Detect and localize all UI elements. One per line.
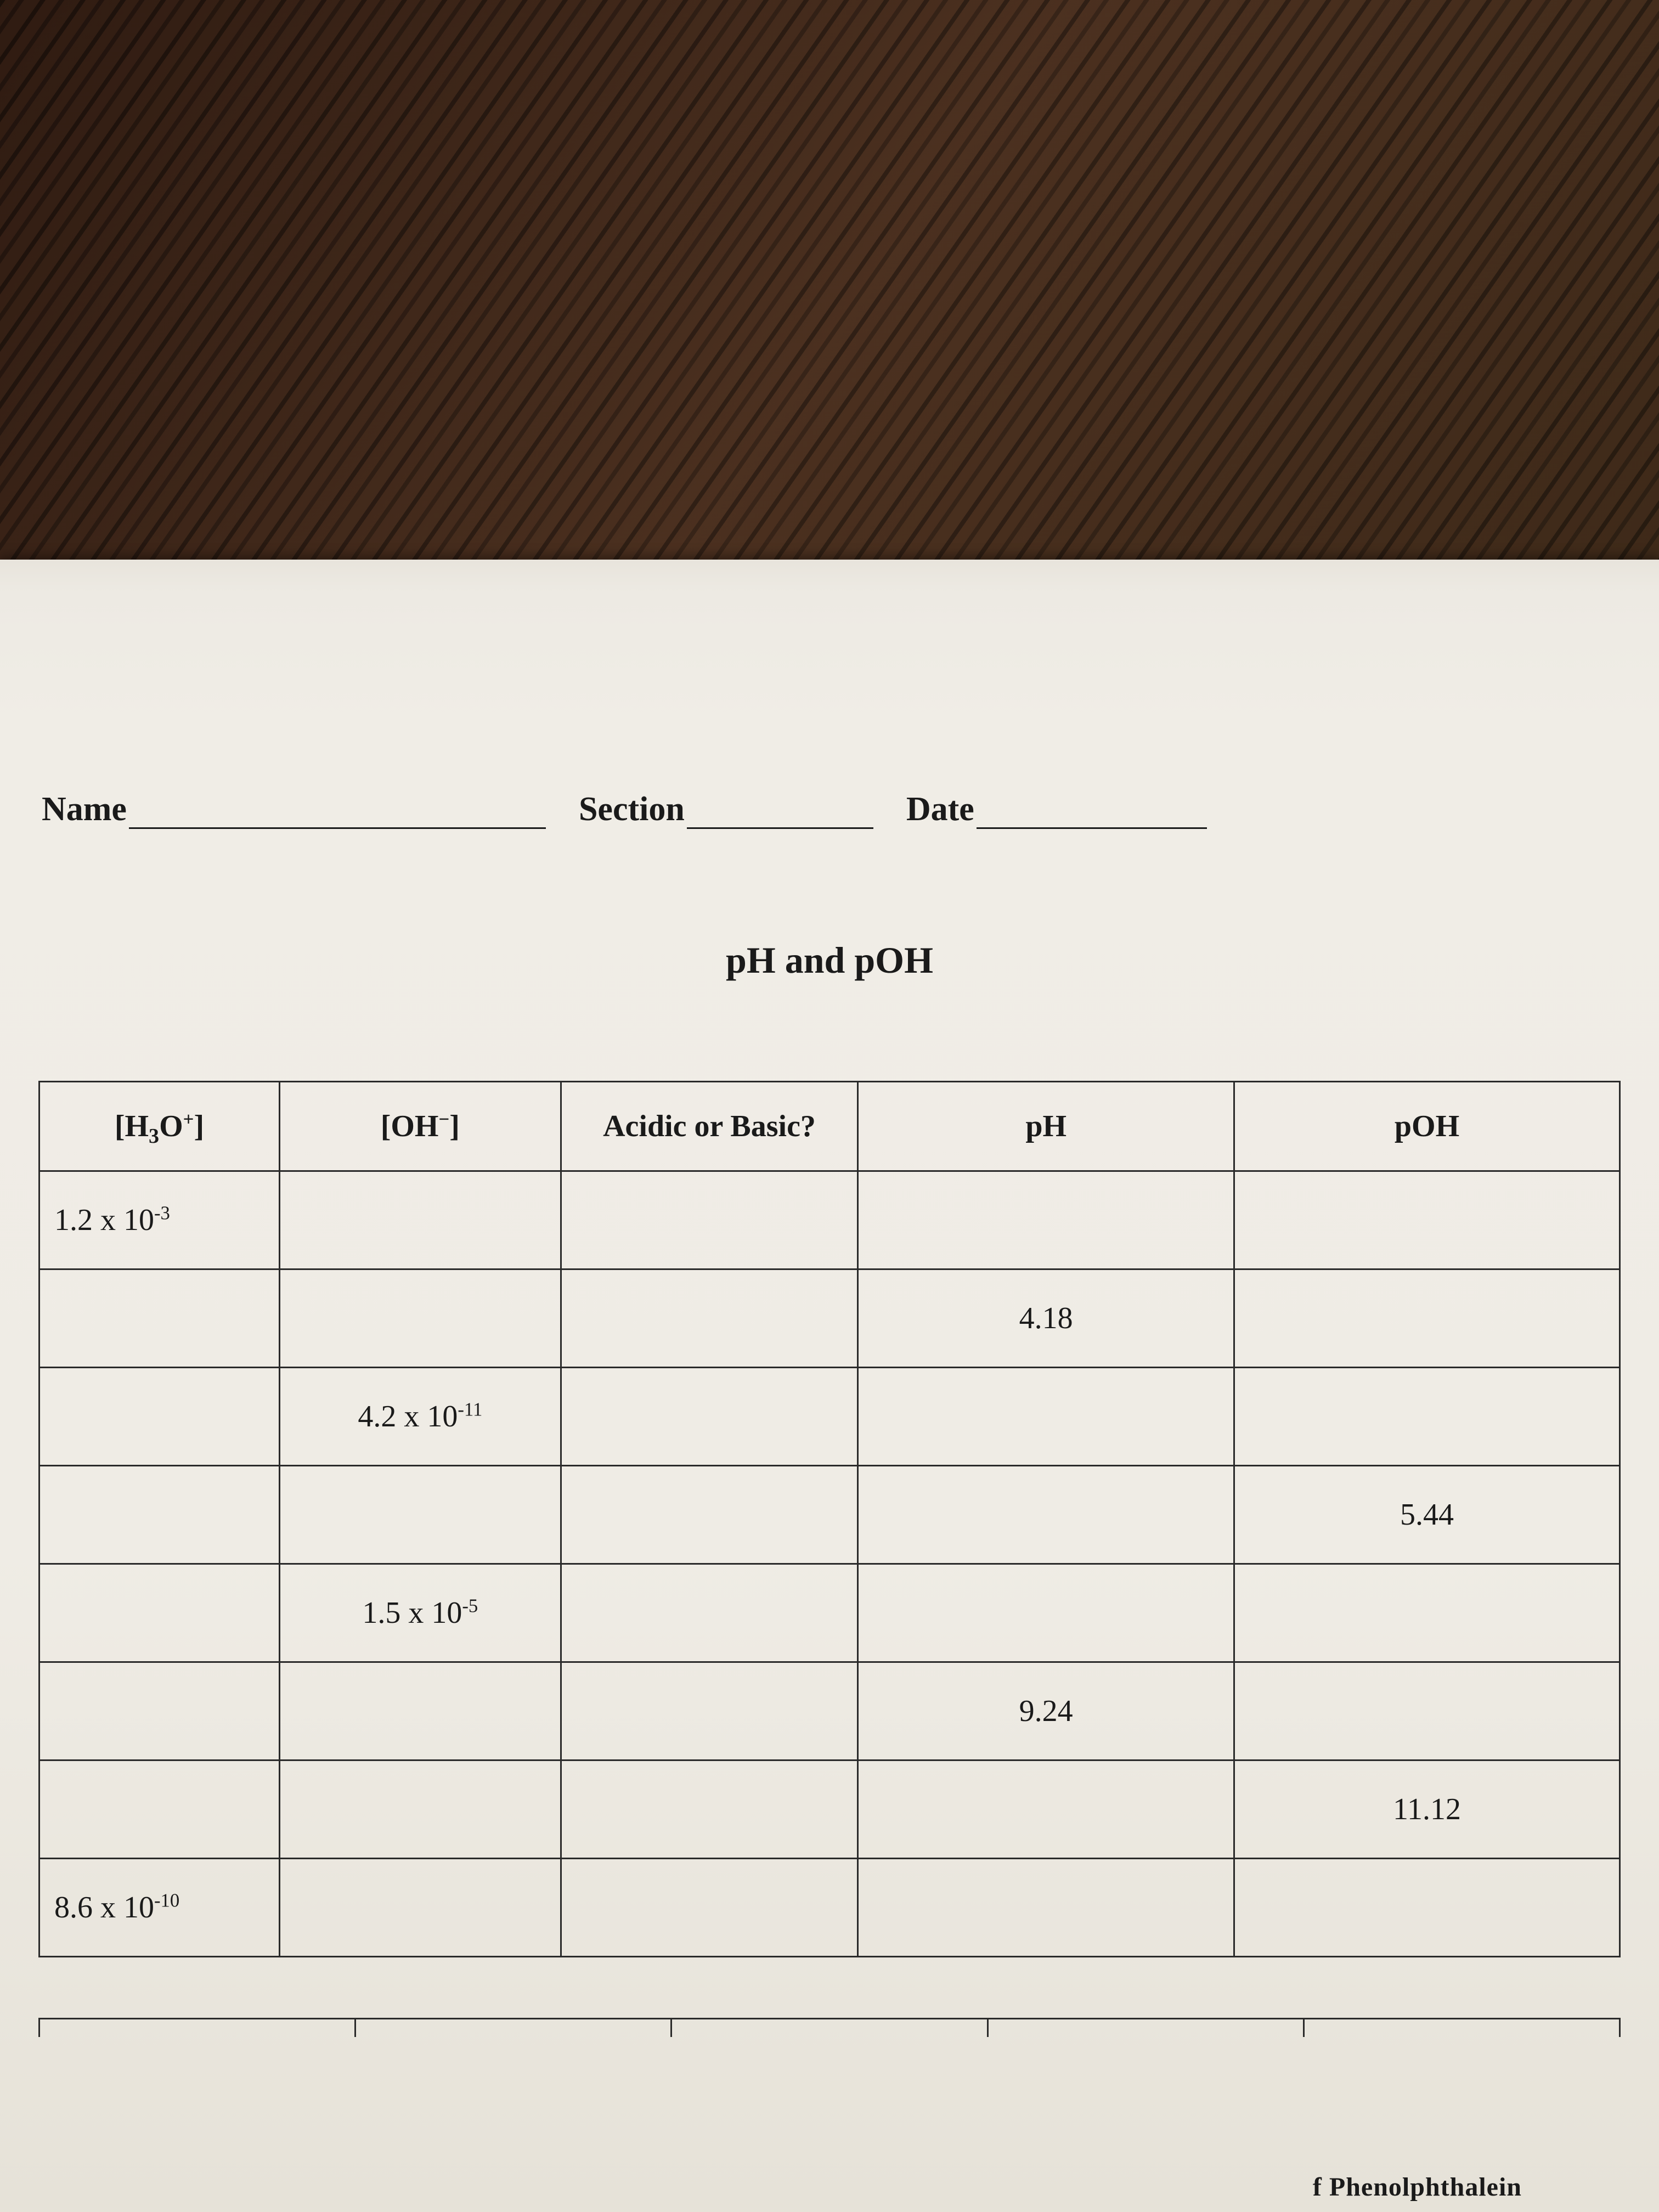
cell-h3o[interactable]: 1.2 x 10-3 <box>40 1171 280 1269</box>
cell-oh[interactable] <box>279 1859 561 1957</box>
table-header-row: [H3O+][OH−]Acidic or Basic?pHpOH <box>40 1082 1620 1171</box>
cell-oh[interactable] <box>279 1269 561 1368</box>
table-row: 1.2 x 10-3 <box>40 1171 1620 1269</box>
cell-oh[interactable] <box>279 1466 561 1564</box>
cell-ab[interactable] <box>561 1269 858 1368</box>
partial-cell <box>356 2019 672 2038</box>
section-label: Section <box>579 790 685 829</box>
cell-poh[interactable] <box>1234 1171 1620 1269</box>
partial-cell <box>672 2019 988 2038</box>
cell-oh[interactable] <box>279 1760 561 1859</box>
cell-oh[interactable]: 4.2 x 10-11 <box>279 1368 561 1466</box>
cell-ab[interactable] <box>561 1760 858 1859</box>
table-row: 4.18 <box>40 1269 1620 1368</box>
cell-ph[interactable] <box>858 1760 1234 1859</box>
cell-poh[interactable] <box>1234 1859 1620 1957</box>
table-row: 8.6 x 10-10 <box>40 1859 1620 1957</box>
cutoff-text-fragment: f Phenolphthalein <box>1313 2172 1522 2202</box>
cell-ab[interactable] <box>561 1368 858 1466</box>
name-field: Name <box>42 790 546 829</box>
cell-ph[interactable] <box>858 1368 1234 1466</box>
date-field: Date <box>906 790 1207 829</box>
cell-ph[interactable] <box>858 1564 1234 1662</box>
cell-poh[interactable] <box>1234 1564 1620 1662</box>
cell-poh[interactable] <box>1234 1368 1620 1466</box>
cell-ph[interactable]: 9.24 <box>858 1662 1234 1760</box>
cell-h3o[interactable] <box>40 1760 280 1859</box>
cell-ph[interactable] <box>858 1171 1234 1269</box>
table-row: 5.44 <box>40 1466 1620 1564</box>
cell-ph[interactable]: 4.18 <box>858 1269 1234 1368</box>
table-head: [H3O+][OH−]Acidic or Basic?pHpOH <box>40 1082 1620 1171</box>
cell-poh[interactable]: 11.12 <box>1234 1760 1620 1859</box>
cell-ph[interactable] <box>858 1466 1234 1564</box>
ph-poh-table: [H3O+][OH−]Acidic or Basic?pHpOH 1.2 x 1… <box>38 1081 1621 1957</box>
name-label: Name <box>42 790 127 829</box>
col-header-poh: pOH <box>1234 1082 1620 1171</box>
section-field: Section <box>579 790 873 829</box>
cell-h3o[interactable] <box>40 1269 280 1368</box>
table-row: 4.2 x 10-11 <box>40 1368 1620 1466</box>
cell-h3o[interactable]: 8.6 x 10-10 <box>40 1859 280 1957</box>
col-header-h3o: [H3O+] <box>40 1082 280 1171</box>
cell-ab[interactable] <box>561 1564 858 1662</box>
col-header-ab: Acidic or Basic? <box>561 1082 858 1171</box>
cell-ab[interactable] <box>561 1171 858 1269</box>
worksheet-title: pH and pOH <box>38 939 1621 982</box>
cell-poh[interactable] <box>1234 1269 1620 1368</box>
table-row: 11.12 <box>40 1760 1620 1859</box>
table-row: 1.5 x 10-5 <box>40 1564 1620 1662</box>
cell-oh[interactable]: 1.5 x 10-5 <box>279 1564 561 1662</box>
partial-cell <box>40 2019 356 2038</box>
cell-h3o[interactable] <box>40 1662 280 1760</box>
col-header-oh: [OH−] <box>279 1082 561 1171</box>
cell-h3o[interactable] <box>40 1368 280 1466</box>
table-body: 1.2 x 10-3 4.18 4.2 x 10-11 5.44 1.5 x 10-5 9… <box>40 1171 1620 1957</box>
date-label: Date <box>906 790 974 829</box>
cell-ab[interactable] <box>561 1859 858 1957</box>
cell-ph[interactable] <box>858 1859 1234 1957</box>
partial-cell <box>1304 2019 1620 2038</box>
date-blank[interactable] <box>977 797 1207 829</box>
cell-poh[interactable]: 5.44 <box>1234 1466 1620 1564</box>
table-row: 9.24 <box>40 1662 1620 1760</box>
header-fields: Name Section Date <box>38 790 1621 829</box>
cell-ab[interactable] <box>561 1466 858 1564</box>
cell-poh[interactable] <box>1234 1662 1620 1760</box>
name-blank[interactable] <box>129 797 546 829</box>
worksheet-paper: Name Section Date pH and pOH [H3O+][OH−]… <box>0 560 1659 2212</box>
partial-cell <box>988 2019 1304 2038</box>
col-header-ph: pH <box>858 1082 1234 1171</box>
cell-oh[interactable] <box>279 1171 561 1269</box>
cell-ab[interactable] <box>561 1662 858 1760</box>
cell-h3o[interactable] <box>40 1466 280 1564</box>
section-blank[interactable] <box>687 797 873 829</box>
second-table-partial <box>38 2018 1621 2037</box>
cell-oh[interactable] <box>279 1662 561 1760</box>
cell-h3o[interactable] <box>40 1564 280 1662</box>
